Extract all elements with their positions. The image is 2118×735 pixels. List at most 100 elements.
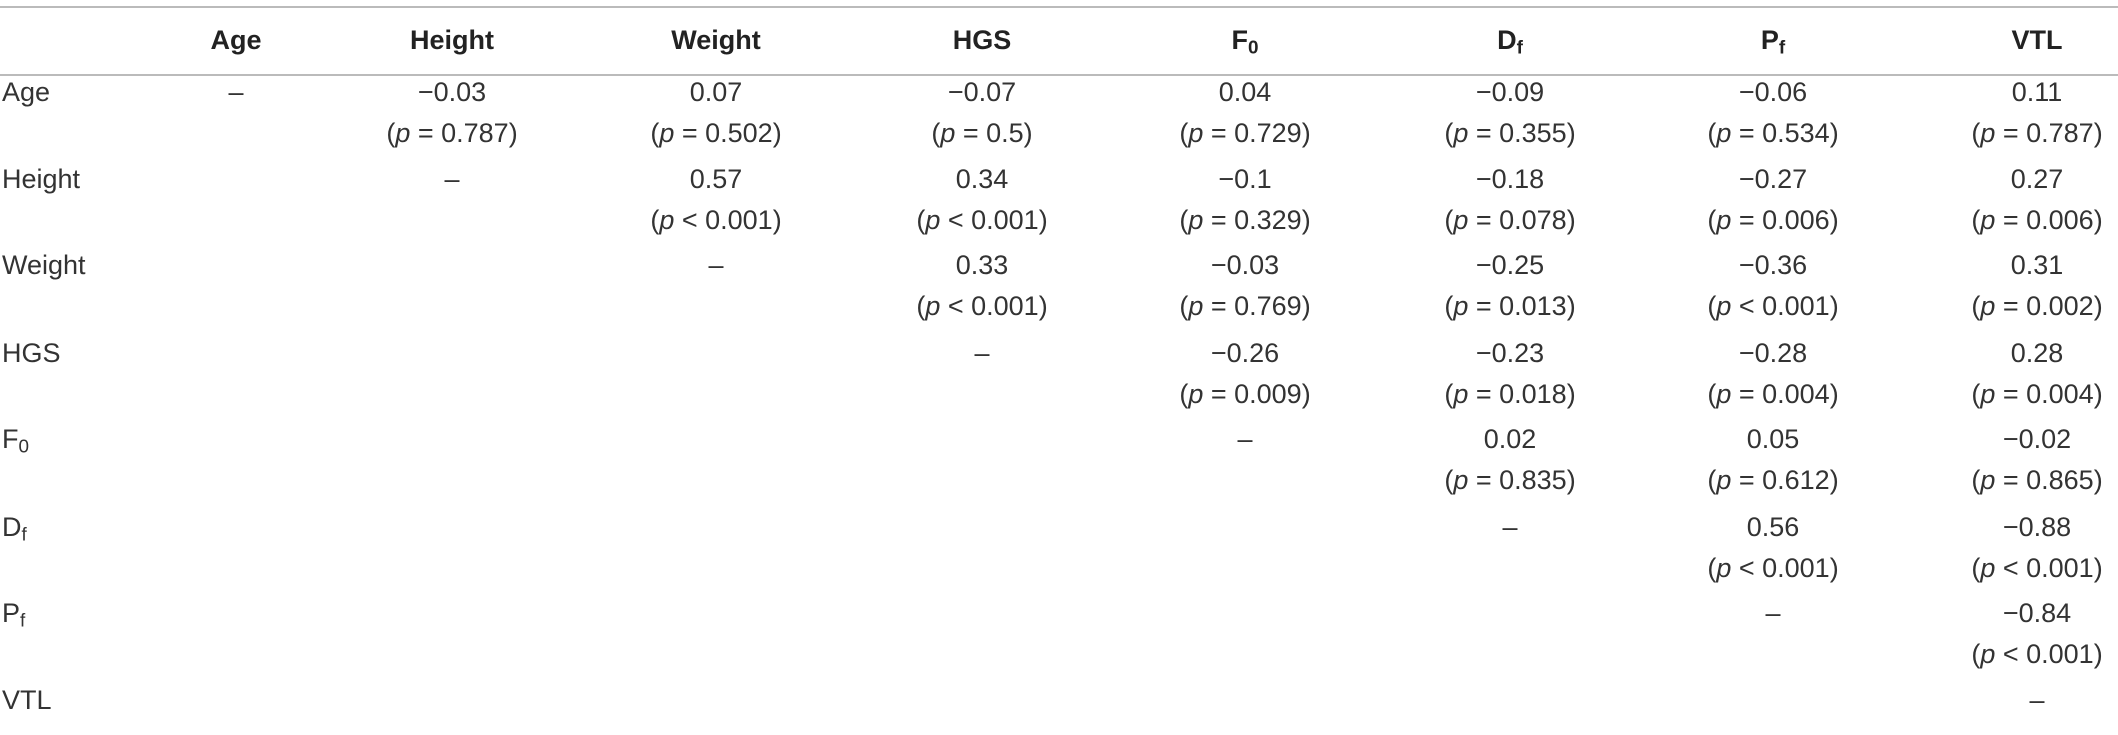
paren: (: [916, 205, 926, 235]
coefficient: −0.02: [2002, 424, 2072, 454]
p-text: < 0.001): [1731, 291, 1839, 321]
p-symbol: p: [1716, 465, 1732, 495]
p-text: = 0.078): [1468, 205, 1576, 235]
p-symbol: p: [1980, 465, 1996, 495]
p-value: (p = 0.006): [1707, 200, 1838, 241]
coefficient: 0.28: [2010, 338, 2064, 368]
header-rule: [0, 74, 2118, 76]
column-header: VTL: [2012, 20, 2063, 61]
table-cell: −0.06 (p = 0.534): [1707, 72, 1838, 154]
p-value: (p = 0.502): [650, 113, 781, 154]
coefficient: 0.33: [955, 250, 1009, 280]
row-label: VTL: [2, 680, 52, 721]
p-text: < 0.001): [1731, 553, 1839, 583]
p-symbol: p: [925, 291, 941, 321]
table-cell: 0.31 (p = 0.002): [1971, 245, 2102, 327]
coefficient: 0.31: [2010, 250, 2064, 280]
coefficient: −0.07: [947, 77, 1017, 107]
table-cell: 0.05 (p = 0.612): [1707, 419, 1838, 501]
label-main: P: [1760, 25, 1779, 55]
table-cell: −0.27 (p = 0.006): [1707, 159, 1838, 241]
p-text: = 0.769): [1203, 291, 1311, 321]
paren: (: [1444, 205, 1454, 235]
p-text: < 0.001): [674, 205, 782, 235]
p-symbol: p: [1980, 205, 1996, 235]
table-cell: −0.23 (p = 0.018): [1444, 333, 1575, 415]
table-cell: 0.27 (p = 0.006): [1971, 159, 2102, 241]
label-main: F: [2, 424, 19, 454]
p-symbol: p: [1453, 379, 1469, 409]
label-main: Height: [410, 25, 494, 55]
paren: (: [1971, 553, 1981, 583]
label-main: VTL: [2, 685, 52, 715]
row-label: HGS: [2, 333, 61, 374]
table-cell: 0.04 (p = 0.729): [1179, 72, 1310, 154]
label-sub: f: [1516, 37, 1523, 59]
row-label: Pf: [2, 593, 25, 634]
table-cell: –: [1502, 512, 1518, 542]
paren: (: [1971, 118, 1981, 148]
p-text: = 0.787): [410, 118, 518, 148]
p-symbol: p: [1188, 379, 1204, 409]
coefficient: −0.06: [1738, 77, 1808, 107]
p-text: = 0.612): [1731, 465, 1839, 495]
p-text: = 0.355): [1468, 118, 1576, 148]
p-value: (p = 0.534): [1707, 113, 1838, 154]
table-cell: −0.88 (p < 0.001): [1971, 507, 2102, 589]
p-value: (p = 0.355): [1444, 113, 1575, 154]
paren: (: [1444, 465, 1454, 495]
p-text: < 0.001): [1995, 553, 2103, 583]
p-text: = 0.502): [674, 118, 782, 148]
column-header: Height: [410, 20, 494, 61]
p-value: (p < 0.001): [916, 286, 1047, 327]
table-cell: −0.26 (p = 0.009): [1179, 333, 1310, 415]
label-main: Age: [210, 25, 262, 55]
p-value: (p = 0.078): [1444, 200, 1575, 241]
p-value: (p = 0.787): [1971, 113, 2102, 154]
p-symbol: p: [1453, 118, 1469, 148]
table-cell: −0.03 (p = 0.787): [386, 72, 517, 154]
p-value: (p = 0.787): [386, 113, 517, 154]
label-main: Height: [2, 164, 81, 194]
paren: (: [1179, 379, 1189, 409]
table-cell: −0.02 (p = 0.865): [1971, 419, 2102, 501]
table-cell: 0.07 (p = 0.502): [650, 72, 781, 154]
p-symbol: p: [1716, 553, 1732, 583]
coefficient: −0.28: [1738, 338, 1808, 368]
coefficient: 0.11: [2011, 77, 2063, 107]
p-text: = 0.006): [1731, 205, 1839, 235]
label-main: Weight: [2, 250, 86, 280]
paren: (: [386, 118, 396, 148]
top-rule: [0, 6, 2118, 8]
p-text: = 0.018): [1468, 379, 1576, 409]
paren: (: [1971, 291, 1981, 321]
label-main: F: [1231, 25, 1248, 55]
coefficient: 0.07: [689, 77, 743, 107]
table-cell: −0.36 (p < 0.001): [1707, 245, 1838, 327]
p-text: = 0.329): [1203, 205, 1311, 235]
table-cell: 0.28 (p = 0.004): [1971, 333, 2102, 415]
coefficient: −0.23: [1475, 338, 1545, 368]
p-symbol: p: [659, 205, 675, 235]
p-text: = 0.009): [1203, 379, 1311, 409]
p-text: = 0.5): [955, 118, 1033, 148]
p-symbol: p: [1716, 291, 1732, 321]
p-value: (p < 0.001): [650, 200, 781, 241]
column-header: Pf: [1761, 20, 1785, 61]
label-main: HGS: [2, 338, 61, 368]
p-symbol: p: [1453, 465, 1469, 495]
table-cell: 0.57 (p < 0.001): [650, 159, 781, 241]
p-text: = 0.013): [1468, 291, 1576, 321]
row-label: F0: [2, 419, 29, 460]
row-label: Df: [2, 507, 27, 548]
label-main: Weight: [671, 25, 761, 55]
p-value: (p = 0.004): [1707, 374, 1838, 415]
paren: (: [916, 291, 926, 321]
p-symbol: p: [1980, 639, 1996, 669]
table-cell: 0.02 (p = 0.835): [1444, 419, 1575, 501]
coefficient: 0.05: [1746, 424, 1800, 454]
label-main: P: [2, 598, 21, 628]
paren: (: [1444, 118, 1454, 148]
coefficient: −0.03: [417, 77, 487, 107]
label-sub: f: [21, 524, 27, 546]
